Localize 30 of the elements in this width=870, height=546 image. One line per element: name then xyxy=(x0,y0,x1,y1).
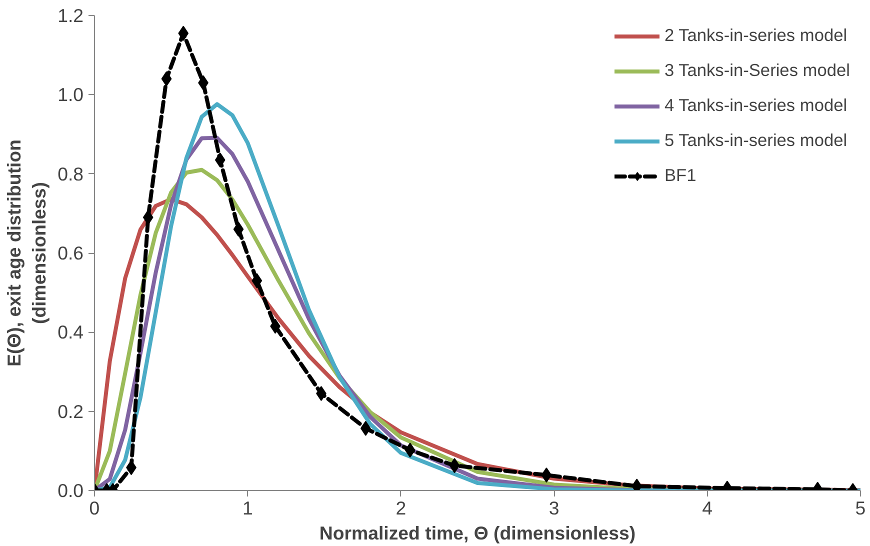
y-tick-label: 0.0 xyxy=(58,480,84,501)
legend-label: 4 Tanks-in-series model xyxy=(664,95,848,116)
point xyxy=(178,26,189,41)
x-tick-label: 3 xyxy=(548,498,560,518)
y-tick-label: 0.2 xyxy=(58,400,84,422)
x-tick-label: 1 xyxy=(242,498,253,518)
point xyxy=(142,210,154,225)
y-tick-label: 1.2 xyxy=(58,5,84,26)
legend-label: 3 Tanks-in-Series model xyxy=(664,60,850,81)
y-tick-label: 1.0 xyxy=(58,84,84,106)
x-tick-label: 0 xyxy=(89,498,100,518)
x-tick-label: 4 xyxy=(702,498,713,518)
point xyxy=(449,458,460,474)
x-tick-label: 5 xyxy=(855,498,866,518)
legend-label: 2 Tanks-in-series model xyxy=(664,25,848,46)
point xyxy=(541,468,552,483)
legend-label: 5 Tanks-in-series model xyxy=(664,130,848,151)
y-tick-label: 0.8 xyxy=(58,163,84,184)
x-axis-title: Normalized time, Θ (dimensionless) xyxy=(319,522,636,544)
point xyxy=(214,152,226,168)
legend-label: BF1 xyxy=(664,165,696,186)
point xyxy=(233,222,244,237)
y-tick-label: 0.4 xyxy=(58,322,84,343)
point xyxy=(252,273,262,288)
point xyxy=(404,442,416,458)
point xyxy=(360,420,371,436)
y-tick-label: 0.6 xyxy=(58,242,84,264)
x-tick-label: 2 xyxy=(396,498,406,518)
y-axis-title: E(Θ), exit age distribution (dimensionless) xyxy=(3,140,50,366)
point xyxy=(161,71,172,86)
